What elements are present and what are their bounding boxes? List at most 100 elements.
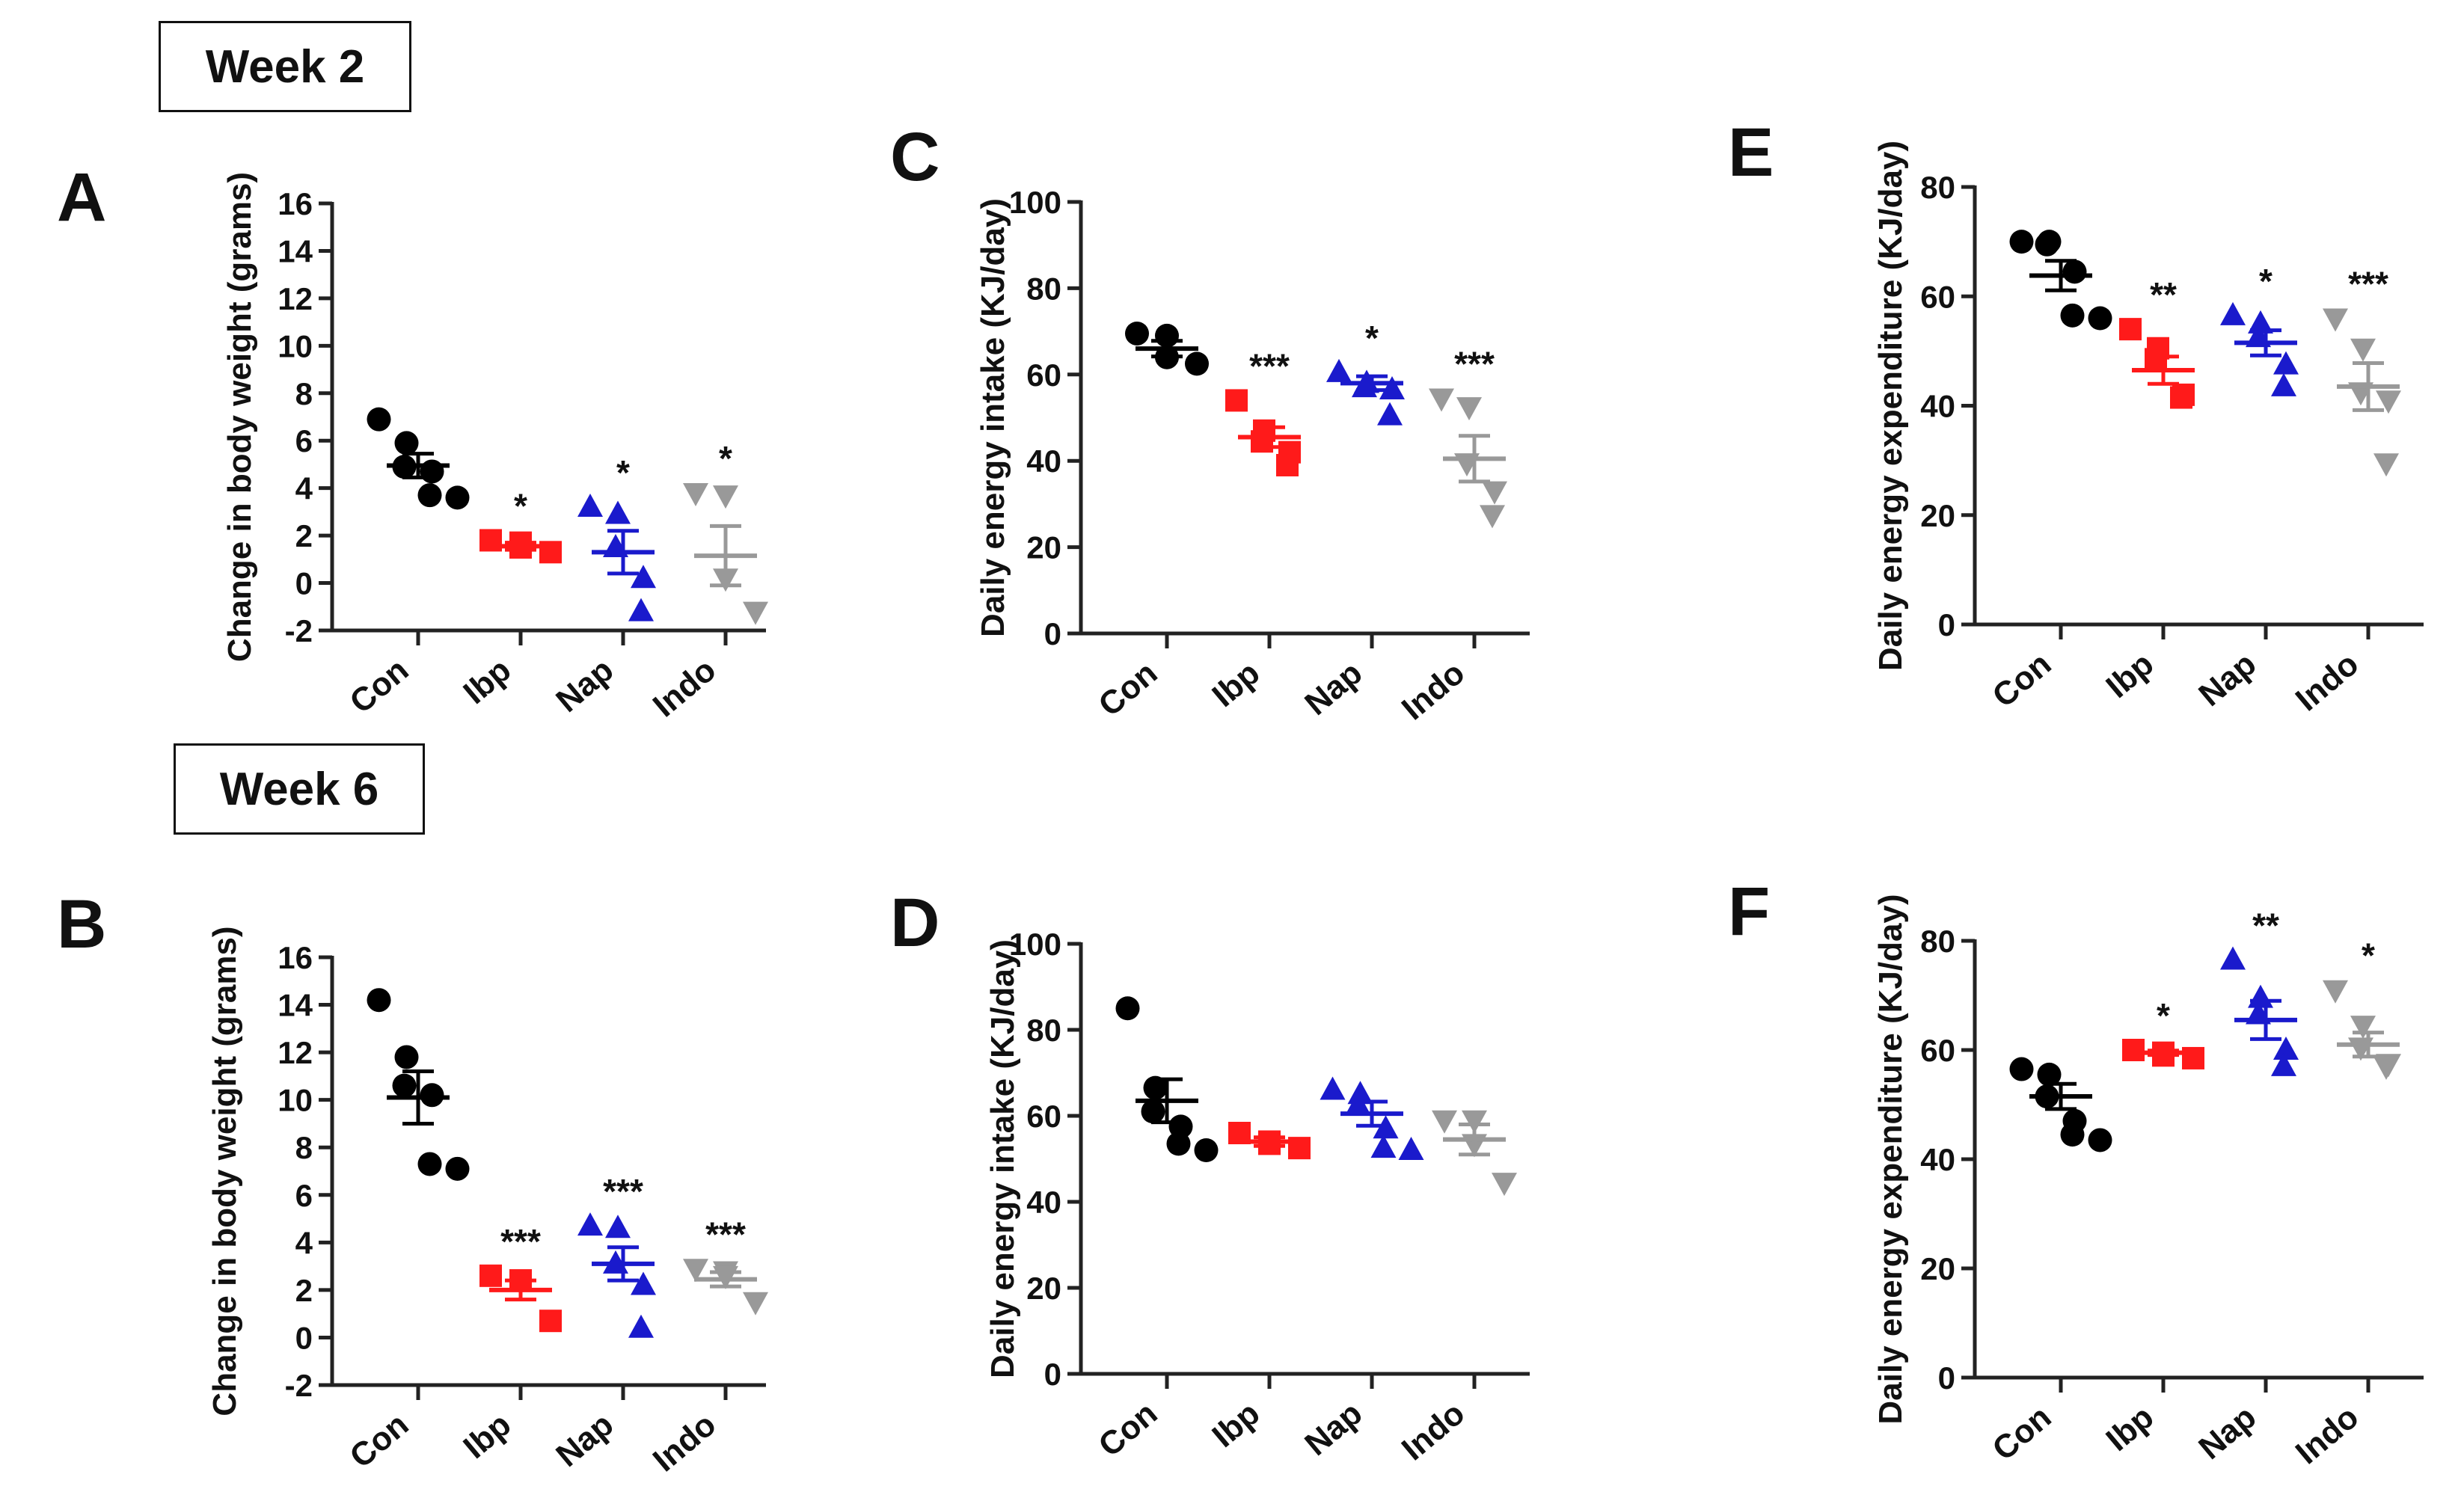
y-tick-label: 20 <box>1026 530 1061 565</box>
data-point-nap <box>1379 375 1405 399</box>
data-point-nap <box>1326 358 1352 382</box>
data-point-con <box>1115 996 1140 1021</box>
y-tick-label: 0 <box>295 1320 313 1355</box>
data-point-indo <box>1492 1173 1517 1197</box>
data-point-ibp <box>1276 453 1299 476</box>
data-point-nap <box>631 565 656 589</box>
data-point-con <box>417 483 442 508</box>
x-tick-label-indo: Indo <box>1395 654 1472 727</box>
y-tick-label: 6 <box>295 1178 313 1213</box>
data-point-con <box>420 459 444 484</box>
data-point-nap <box>605 1215 631 1238</box>
data-point-con <box>394 1045 419 1069</box>
y-tick-label: 14 <box>278 233 313 268</box>
significance-indo: * <box>719 439 732 478</box>
data-point-nap <box>1377 402 1403 426</box>
data-point-nap <box>577 1212 603 1236</box>
y-tick-label: 0 <box>1044 1357 1061 1392</box>
significance-ibp: *** <box>500 1222 541 1261</box>
y-tick-label: 60 <box>1026 1099 1061 1134</box>
panel-label-E: E <box>1728 114 1774 191</box>
y-tick-label: -2 <box>285 1368 313 1403</box>
data-point-con <box>2060 303 2085 328</box>
significance-nap: *** <box>603 1172 643 1211</box>
y-tick-label: 60 <box>1920 1033 1955 1068</box>
y-tick-label: 12 <box>278 1035 313 1070</box>
data-point-nap <box>2271 372 2296 396</box>
significance-ibp: * <box>2157 996 2170 1035</box>
y-axis-title: Daily energy intake (KJ/day) <box>975 198 1011 637</box>
y-tick-label: 4 <box>295 471 313 506</box>
data-point-con <box>367 988 391 1013</box>
x-tick-label-indo: Indo <box>646 651 723 724</box>
data-point-indo <box>2323 980 2348 1004</box>
significance-ibp: * <box>514 486 527 525</box>
data-point-indo <box>743 1292 768 1316</box>
data-point-nap <box>2248 310 2273 334</box>
data-point-ibp <box>1225 389 1248 412</box>
y-tick-label: 14 <box>278 988 313 1023</box>
y-tick-label: 16 <box>278 940 313 975</box>
significance-nap: ** <box>2252 906 2279 945</box>
data-point-nap <box>2220 946 2246 970</box>
x-tick-label-nap: Nap <box>1298 1395 1369 1463</box>
data-point-con <box>394 431 419 455</box>
data-point-con <box>2009 230 2034 254</box>
data-point-nap <box>628 1314 654 1338</box>
data-point-nap <box>628 598 654 621</box>
data-point-con <box>2060 1123 2085 1147</box>
y-tick-label: 10 <box>278 328 313 363</box>
y-tick-label: 40 <box>1026 443 1061 479</box>
y-axis-title: Daily energy expenditure (KJ/day) <box>1872 894 1909 1424</box>
data-point-con <box>1185 352 1209 376</box>
data-point-indo <box>2350 1016 2376 1040</box>
x-tick-label-con: Con <box>343 1406 415 1476</box>
x-tick-label-indo: Indo <box>2289 645 2366 718</box>
panel-label-F: F <box>1728 874 1770 950</box>
significance-nap: * <box>1365 319 1379 357</box>
y-tick-label: 16 <box>278 186 313 221</box>
y-tick-label: 40 <box>1920 1142 1955 1177</box>
x-tick-label-nap: Nap <box>2192 1399 2263 1467</box>
data-point-con <box>2088 1128 2112 1152</box>
data-point-indo <box>743 601 768 625</box>
x-tick-label-con: Con <box>1091 654 1164 724</box>
data-point-con <box>445 485 470 510</box>
data-point-con <box>1166 1132 1191 1156</box>
y-tick-label: 80 <box>1920 170 1955 205</box>
data-point-indo <box>1480 505 1505 529</box>
y-tick-label: 20 <box>1920 1251 1955 1286</box>
panel-label-D: D <box>890 885 940 961</box>
x-tick-label-indo: Indo <box>1395 1395 1472 1467</box>
week-2-label: Week 2 <box>159 21 411 112</box>
data-point-indo <box>683 483 708 507</box>
significance-ibp: *** <box>1249 346 1290 385</box>
y-tick-label: 2 <box>295 518 313 553</box>
x-tick-label-con: Con <box>1091 1395 1164 1464</box>
x-tick-label-nap: Nap <box>1298 654 1369 722</box>
significance-ibp: ** <box>2150 275 2177 314</box>
x-tick-label-nap: Nap <box>2192 645 2263 713</box>
data-point-indo <box>2373 1056 2399 1080</box>
data-point-con <box>392 1073 417 1098</box>
data-point-nap <box>577 494 603 518</box>
y-axis-title: Change in body weight (grams) <box>206 926 243 1416</box>
x-tick-label-ibp: Ibp <box>456 1406 518 1466</box>
data-point-nap <box>2220 301 2246 325</box>
data-point-indo <box>1456 397 1482 421</box>
data-point-con <box>367 407 391 432</box>
y-tick-label: 100 <box>1009 185 1061 220</box>
y-tick-label: 0 <box>295 566 313 601</box>
panel-label-C: C <box>890 119 940 195</box>
y-tick-label: 20 <box>1026 1271 1061 1306</box>
x-tick-label-con: Con <box>1985 1399 2058 1468</box>
data-point-con <box>2037 1062 2062 1087</box>
data-point-ibp <box>539 1310 562 1333</box>
data-point-nap <box>2273 1037 2299 1060</box>
data-point-con <box>1143 1075 1168 1100</box>
x-tick-label-ibp: Ibp <box>2099 1399 2160 1458</box>
data-point-indo <box>2373 453 2399 477</box>
y-tick-label: 8 <box>295 376 313 411</box>
data-point-con <box>2009 1057 2034 1081</box>
